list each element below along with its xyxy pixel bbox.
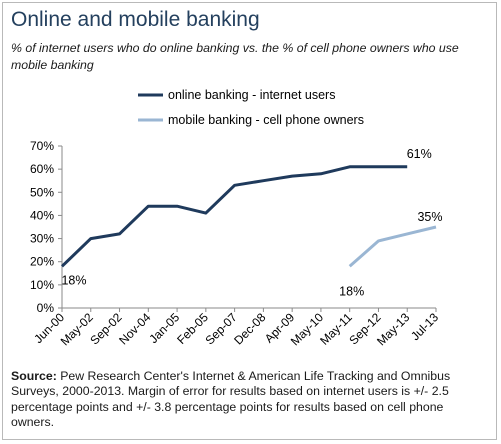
- legend-label: mobile banking - cell phone owners: [168, 113, 364, 127]
- y-tick-label: 60%: [30, 162, 54, 176]
- y-tick-label: 0%: [37, 301, 55, 315]
- mobile-banking-line: [348, 225, 437, 268]
- x-tick-label: May-11: [317, 310, 355, 348]
- x-tick-label: May-13: [374, 310, 412, 348]
- y-tick-label: 30%: [30, 232, 54, 246]
- x-tick-label: Dec-08: [231, 310, 268, 347]
- chart-subtitle: % of internet users who do online bankin…: [11, 41, 459, 72]
- figure-frame: [2, 2, 497, 440]
- y-tick-label: 70%: [30, 139, 54, 153]
- source-note: Source: Pew Research Center's Internet &…: [11, 369, 489, 430]
- y-tick-label: 10%: [30, 278, 54, 292]
- data-label: 35%: [417, 210, 442, 224]
- source-label: Source:: [11, 369, 57, 383]
- online-banking-line: [60, 165, 408, 268]
- y-tick-label: 20%: [30, 255, 54, 269]
- y-tick-label: 50%: [30, 185, 54, 199]
- chart-title: Online and mobile banking: [11, 8, 260, 31]
- source-text: Pew Research Center's Internet & America…: [11, 369, 451, 429]
- data-label: 18%: [61, 273, 86, 287]
- x-tick-label: Nov-04: [116, 310, 153, 347]
- data-label: 18%: [339, 284, 364, 298]
- legend-label: online banking - internet users: [168, 88, 335, 102]
- x-tick-label: May-10: [288, 310, 326, 348]
- y-tick-label: 40%: [30, 208, 54, 222]
- data-label: 61%: [407, 147, 432, 161]
- x-tick-label: Jul-13: [408, 310, 441, 343]
- x-tick-label: May-02: [58, 310, 96, 348]
